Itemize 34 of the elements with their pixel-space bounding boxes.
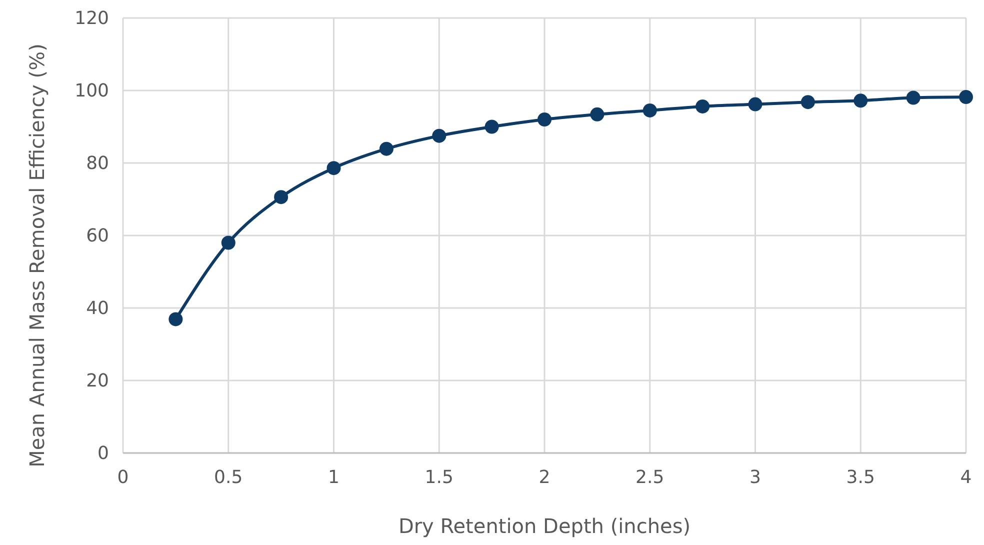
x-tick-label: 4 <box>960 467 972 488</box>
x-tick-label: 2 <box>538 467 550 488</box>
y-axis-title: Mean Annual Mass Removal Efficiency (%) <box>25 44 49 468</box>
point <box>748 97 762 112</box>
point <box>590 107 604 122</box>
point <box>854 94 868 108</box>
point <box>538 112 552 126</box>
point <box>379 142 394 156</box>
x-tick-label: 1.5 <box>424 467 454 488</box>
point <box>906 90 920 105</box>
y-tick-label: 40 <box>86 298 109 319</box>
point <box>959 90 973 104</box>
point <box>800 95 815 110</box>
x-tick-label: 0 <box>117 467 129 488</box>
x-tick-label: 2.5 <box>636 467 664 488</box>
y-tick-label: 80 <box>86 153 109 174</box>
y-tick-label: 60 <box>86 226 109 246</box>
point <box>326 161 341 176</box>
point <box>696 99 710 114</box>
x-axis-title: Dry Retention Depth (inches) <box>398 514 691 538</box>
point <box>432 128 446 143</box>
x-tick-label: 1 <box>328 467 340 488</box>
point <box>274 190 288 204</box>
point <box>642 103 657 118</box>
x-tick-label: 0.5 <box>214 467 243 488</box>
y-tick-label: 0 <box>98 443 109 464</box>
y-tick-label: 100 <box>74 80 109 102</box>
point <box>484 120 499 134</box>
y-tick-label: 120 <box>74 8 109 29</box>
x-tick-label: 3.5 <box>846 467 875 488</box>
point <box>168 312 183 326</box>
point <box>221 236 236 250</box>
x-tick-label: 3 <box>750 467 761 488</box>
y-tick-label: 20 <box>86 370 109 392</box>
